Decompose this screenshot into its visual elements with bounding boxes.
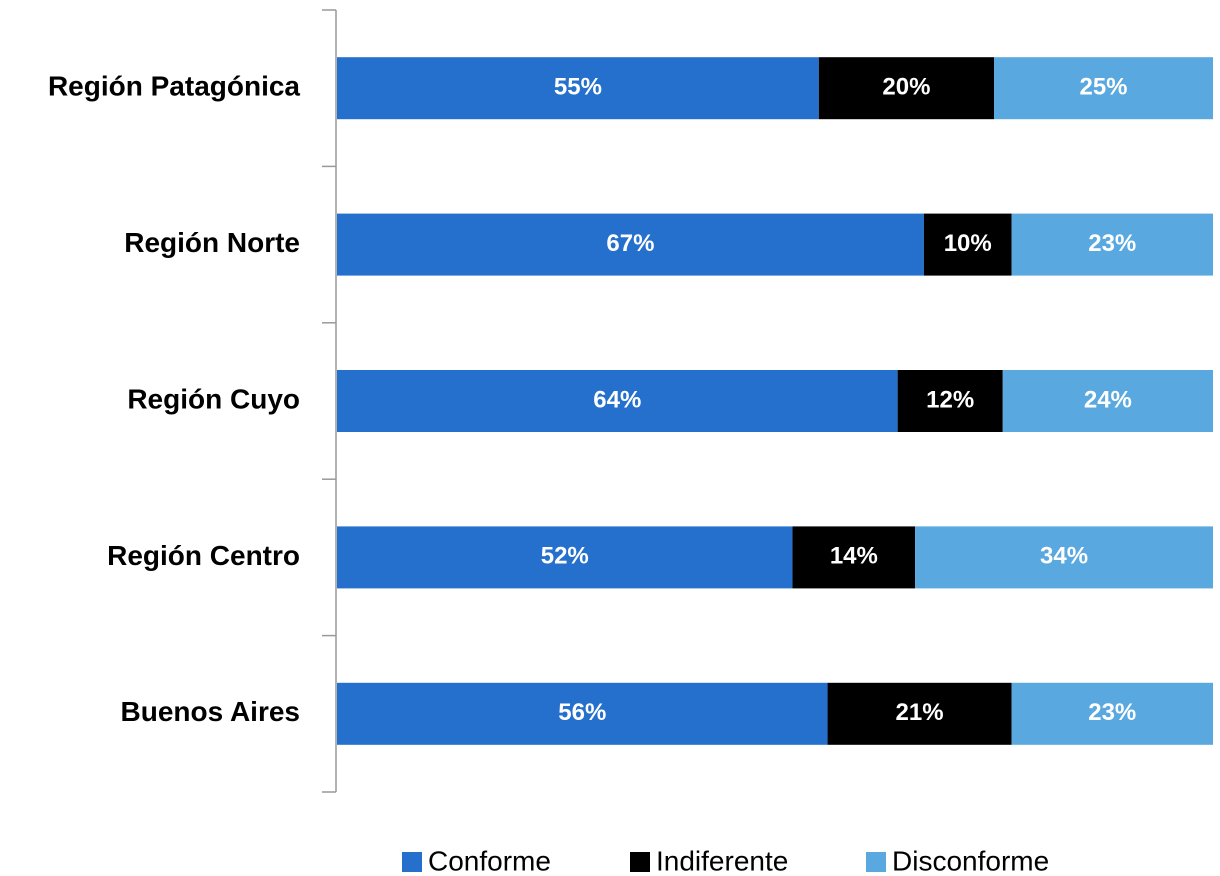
legend-label: Conforme (428, 845, 551, 876)
legend-label: Indiferente (656, 845, 788, 876)
data-label: 10% (944, 230, 992, 257)
y-tick-label: Región Centro (107, 540, 300, 571)
legend-label: Disconforme (892, 845, 1049, 876)
bar-segment (337, 213, 924, 276)
bar-segment (897, 370, 1003, 432)
bar-segment (337, 57, 819, 120)
bar-segment (337, 370, 898, 432)
data-label: 55% (554, 74, 602, 101)
bar-segment (994, 57, 1213, 120)
bar-segment (818, 57, 994, 120)
bar-segment (827, 682, 1012, 745)
data-label: 20% (882, 74, 930, 101)
legend-swatch (630, 852, 650, 872)
y-tick-label: Buenos Aires (121, 696, 300, 727)
data-label: 34% (1040, 543, 1088, 570)
data-label: 14% (830, 543, 878, 570)
data-label: 25% (1079, 74, 1127, 101)
data-label: 21% (896, 699, 944, 726)
bar-segment (915, 526, 1213, 589)
bar-segment (792, 526, 916, 589)
legend-swatch (402, 852, 422, 872)
data-label: 52% (541, 543, 589, 570)
bar-segment (1002, 370, 1213, 432)
data-label: 12% (926, 386, 974, 413)
y-tick-label: Región Cuyo (127, 383, 300, 414)
legend-swatch (866, 852, 886, 872)
data-label: 23% (1088, 230, 1136, 257)
bar-segment (923, 213, 1012, 276)
y-tick-label: Región Patagónica (48, 71, 300, 102)
data-label: 56% (558, 699, 606, 726)
bar-segment (1011, 682, 1213, 745)
data-label: 64% (593, 386, 641, 413)
data-label: 67% (606, 230, 654, 257)
data-label: 23% (1088, 699, 1136, 726)
bar-segment (337, 526, 793, 589)
bar-segment (1011, 213, 1213, 276)
bar-segment (337, 682, 828, 745)
data-label: 24% (1084, 386, 1132, 413)
y-tick-label: Región Norte (124, 227, 300, 258)
